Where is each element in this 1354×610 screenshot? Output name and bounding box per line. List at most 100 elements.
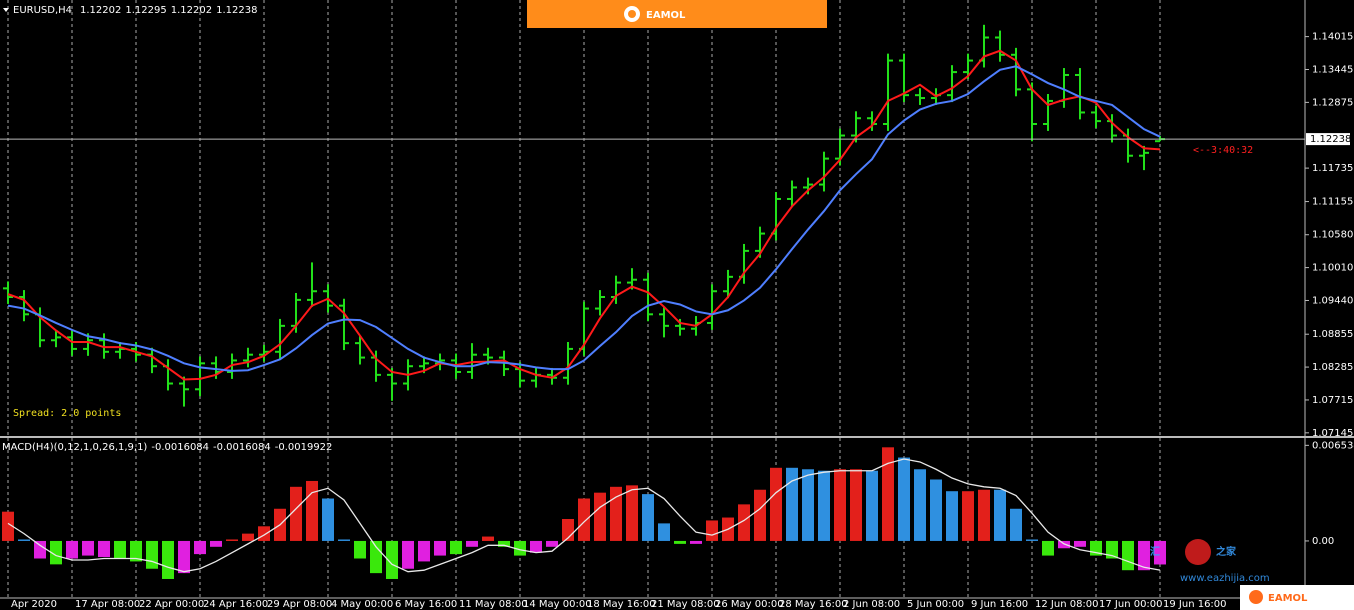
macd-bar xyxy=(802,469,814,541)
macd-bar xyxy=(994,489,1006,541)
macd-bar xyxy=(962,491,974,541)
macd-bar xyxy=(162,540,174,579)
macd-bar xyxy=(658,523,670,541)
macd-bar xyxy=(738,504,750,541)
macd-bar xyxy=(898,457,910,541)
moving-average xyxy=(7,65,1161,372)
macd-bar xyxy=(290,486,302,541)
header-low: 1.12202 xyxy=(171,5,212,16)
y-tick-label: 0.0065349 xyxy=(1312,440,1354,451)
macd-bar xyxy=(194,540,206,555)
macd-bar xyxy=(1074,540,1086,547)
x-tick-label: 29 Apr 08:00 xyxy=(267,599,332,610)
x-tick-label: 28 May 16:00 xyxy=(779,599,848,610)
logo-icon xyxy=(1249,590,1263,604)
y-tick-label: 0.00 xyxy=(1312,536,1334,547)
y-tick-label: 1.07145 xyxy=(1312,428,1353,439)
macd-bar xyxy=(66,540,78,559)
x-tick-label: 21 May 08:00 xyxy=(651,599,720,610)
macd-bar xyxy=(690,540,702,544)
menu-triangle[interactable] xyxy=(3,8,9,12)
macd-bar xyxy=(242,533,254,541)
macd-bar xyxy=(130,540,142,562)
macd-bar xyxy=(418,540,430,562)
macd-bar xyxy=(2,511,14,541)
macd-bar xyxy=(306,480,318,541)
banner-logo-inner xyxy=(628,10,636,18)
macd-value-2: -0.0016084 xyxy=(213,442,271,453)
macd-bar xyxy=(882,447,894,541)
y-tick-label: 1.11155 xyxy=(1312,197,1353,208)
x-tick-label: 14 May 00:00 xyxy=(523,599,592,610)
countdown: <--3:40:32 xyxy=(1193,145,1253,156)
banner-text: EAMOL xyxy=(646,10,686,21)
x-tick-label: 24 Apr 16:00 xyxy=(203,599,268,610)
x-tick-label: 2 Jun 08:00 xyxy=(843,599,900,610)
moving-average xyxy=(7,49,1161,381)
header-open: 1.12202 xyxy=(80,5,121,16)
macd-bar xyxy=(1154,540,1166,565)
macd-bar xyxy=(834,469,846,541)
x-tick-label: 17 Apr 08:00 xyxy=(75,599,140,610)
watermark-logo xyxy=(1185,539,1211,565)
signal-line xyxy=(7,458,1161,573)
macd-bar xyxy=(450,540,462,555)
macd-bar xyxy=(354,540,366,559)
macd-bar xyxy=(1106,540,1118,559)
y-tick-label: 1.11735 xyxy=(1312,163,1353,174)
macd-bar xyxy=(98,540,110,558)
macd-bar xyxy=(402,540,414,569)
macd-bar xyxy=(178,540,190,574)
y-tick-label: 1.13445 xyxy=(1312,64,1353,75)
macd-bar xyxy=(642,494,654,541)
x-tick-label: Apr 2020 xyxy=(11,599,57,610)
macd-bar xyxy=(770,467,782,541)
header-high: 1.12295 xyxy=(125,5,166,16)
macd-bar xyxy=(466,540,478,547)
macd-bar xyxy=(594,492,606,541)
header-close: 1.12238 xyxy=(216,5,257,16)
macd-bar xyxy=(498,540,510,547)
macd-bar xyxy=(434,540,446,556)
macd-bar xyxy=(370,540,382,574)
macd-bar xyxy=(514,540,526,556)
macd-bar xyxy=(786,467,798,541)
macd-bar xyxy=(1058,540,1070,549)
x-tick-label: 9 Jun 16:00 xyxy=(971,599,1028,610)
macd-header: MACD(H4)(0,12,1,0,26,1,9,1) -0.0016084 -0.… xyxy=(2,442,332,453)
macd-bar xyxy=(50,540,62,565)
y-tick-label: 1.14015 xyxy=(1312,32,1353,43)
macd-bar xyxy=(914,469,926,541)
macd-bar xyxy=(818,470,830,541)
macd-bar xyxy=(258,526,270,541)
macd-bar xyxy=(626,485,638,541)
x-tick-label: 11 May 08:00 xyxy=(459,599,528,610)
macd-bar xyxy=(578,498,590,541)
current-price-box xyxy=(1306,133,1350,146)
macd-bar xyxy=(482,536,494,541)
macd-bar xyxy=(1026,539,1038,541)
symbol: EURUSD,H4 xyxy=(13,5,72,16)
macd-bar xyxy=(978,489,990,541)
x-tick-label: 12 Jun 08:00 xyxy=(1035,599,1099,610)
macd-value-1: -0.0016084 xyxy=(151,442,209,453)
macd-bar xyxy=(930,479,942,541)
x-tick-label: 6 May 16:00 xyxy=(395,599,457,610)
macd-bar xyxy=(1010,508,1022,541)
macd-bar xyxy=(226,539,238,541)
plot xyxy=(0,0,1305,598)
macd-bar xyxy=(322,498,334,541)
macd-bar xyxy=(34,540,46,559)
macd-title: MACD(H4)(0,12,1,0,26,1,9,1) xyxy=(2,442,147,453)
macd-bar xyxy=(82,540,94,556)
y-tick-label: 1.09440 xyxy=(1312,295,1353,306)
watermark-a: 汇 xyxy=(1150,545,1160,558)
y-tick-label: 1.10010 xyxy=(1312,263,1353,274)
macd-bar xyxy=(530,540,542,553)
y-tick-label: 1.08855 xyxy=(1312,329,1353,340)
watermark-url: www.eazhijia.com xyxy=(1180,573,1270,584)
x-tick-label: 26 May 00:00 xyxy=(715,599,784,610)
